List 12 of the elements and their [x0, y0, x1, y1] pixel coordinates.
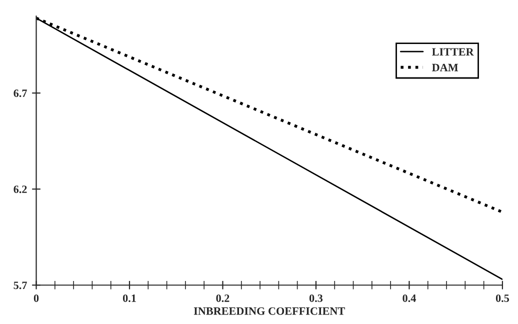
x-tick-label: 0.1	[122, 294, 136, 302]
x-tick-label: 0.4	[402, 294, 416, 302]
x-tick-label: 0	[34, 294, 39, 302]
y-tick-label: 6.2	[14, 186, 27, 194]
x-tick-label: 0.5	[496, 294, 509, 302]
x-tick-label: 0.2	[216, 294, 230, 302]
x-tick-label: 0.3	[309, 294, 323, 302]
legend-label: DAM	[432, 64, 458, 72]
y-tick-label: 6.7	[14, 90, 27, 98]
legend-label: LITTER	[432, 48, 474, 56]
y-tick-label: 5.7	[14, 282, 27, 290]
x-axis-title: INBREEDING COEFFICIENT	[194, 307, 345, 315]
